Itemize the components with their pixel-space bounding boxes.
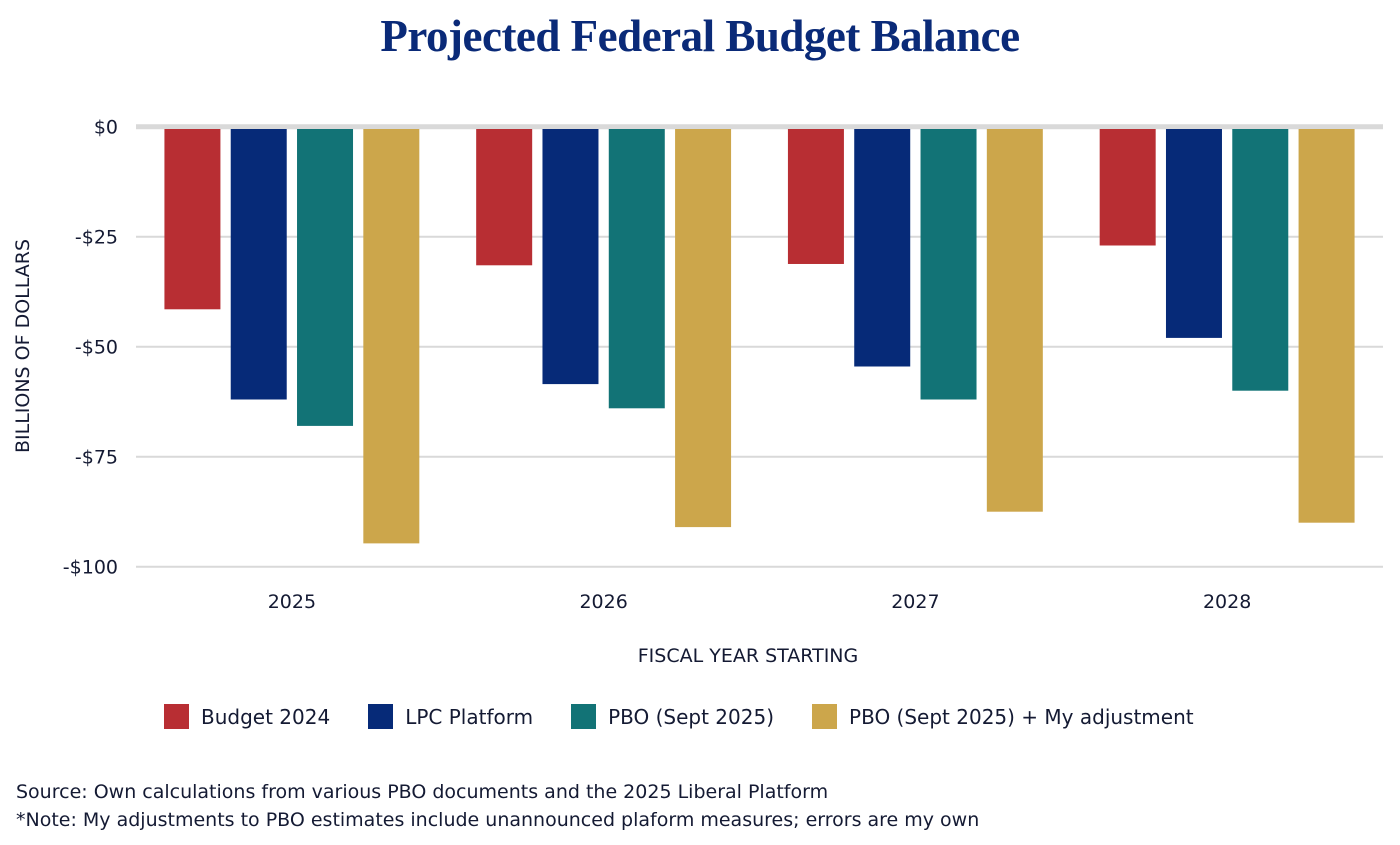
legend-label: Budget 2024 bbox=[201, 704, 331, 729]
footnotes: Source: Own calculations from various PB… bbox=[16, 778, 979, 834]
bar-pbo-sept-2025-my-adjustment-2028 bbox=[1298, 129, 1355, 523]
bar-budget-2024-2026 bbox=[476, 129, 533, 266]
y-tick-label: -$75 bbox=[75, 447, 118, 469]
legend-label: PBO (Sept 2025) bbox=[608, 704, 775, 729]
x-axis-title: FISCAL YEAR STARTING bbox=[638, 645, 859, 667]
legend-swatch bbox=[164, 704, 189, 729]
bar-pbo-sept-2025-my-adjustment-2026 bbox=[675, 129, 732, 528]
bar-budget-2024-2027 bbox=[787, 129, 844, 264]
bar-pbo-sept-2025-2028 bbox=[1232, 129, 1289, 391]
chart-canvas: $0 -$25 -$50 -$75 -$100 2025 2026 2027 2028 BIL… bbox=[12, 117, 1383, 667]
x-tick-label: 2025 bbox=[268, 591, 316, 613]
bars bbox=[164, 129, 1355, 544]
y-tick-label: $0 bbox=[94, 117, 118, 139]
y-axis-title: BILLIONS OF DOLLARS bbox=[12, 239, 34, 453]
bar-budget-2024-2025 bbox=[164, 129, 221, 310]
bar-lpc-platform-2026 bbox=[542, 129, 599, 385]
legend-swatch bbox=[812, 704, 838, 729]
legend-label: LPC Platform bbox=[405, 704, 534, 729]
bar-pbo-sept-2025-2027 bbox=[920, 129, 977, 400]
legend-item-budget-2024: Budget 2024 bbox=[164, 704, 330, 729]
legend: Budget 2024 LPC Platform PBO (Sept 2025)… bbox=[164, 704, 1232, 729]
y-tick-label: -$100 bbox=[63, 557, 118, 579]
x-tick-label: 2026 bbox=[579, 591, 627, 613]
legend-item-pbo-adjusted: PBO (Sept 2025) + My adjustment bbox=[812, 704, 1194, 729]
x-tick-label: 2027 bbox=[891, 591, 939, 613]
bar-budget-2024-2028 bbox=[1099, 129, 1156, 246]
y-axis-ticks: $0 -$25 -$50 -$75 -$100 bbox=[63, 117, 118, 579]
legend-item-pbo: PBO (Sept 2025) bbox=[571, 704, 774, 729]
y-tick-label: -$50 bbox=[75, 337, 118, 359]
bar-lpc-platform-2025 bbox=[230, 129, 287, 400]
bar-pbo-sept-2025-my-adjustment-2027 bbox=[986, 129, 1043, 512]
x-axis-ticks: 2025 2026 2027 2028 bbox=[268, 591, 1252, 613]
legend-item-lpc-platform: LPC Platform bbox=[368, 704, 533, 729]
bar-pbo-sept-2025-2025 bbox=[297, 129, 354, 426]
legend-swatch bbox=[368, 704, 394, 729]
x-tick-label: 2028 bbox=[1203, 591, 1251, 613]
bar-pbo-sept-2025-2026 bbox=[608, 129, 665, 409]
legend-swatch bbox=[571, 704, 597, 729]
legend-label: PBO (Sept 2025) + My adjustment bbox=[849, 704, 1194, 729]
adjustment-note: *Note: My adjustments to PBO estimates i… bbox=[16, 809, 980, 831]
bar-lpc-platform-2027 bbox=[854, 129, 911, 367]
bar-pbo-sept-2025-my-adjustment-2025 bbox=[363, 129, 420, 544]
bar-lpc-platform-2028 bbox=[1165, 129, 1222, 338]
chart-title: Projected Federal Budget Balance bbox=[380, 11, 1020, 61]
y-tick-label: -$25 bbox=[75, 227, 118, 249]
source-note: Source: Own calculations from various PB… bbox=[16, 781, 829, 803]
